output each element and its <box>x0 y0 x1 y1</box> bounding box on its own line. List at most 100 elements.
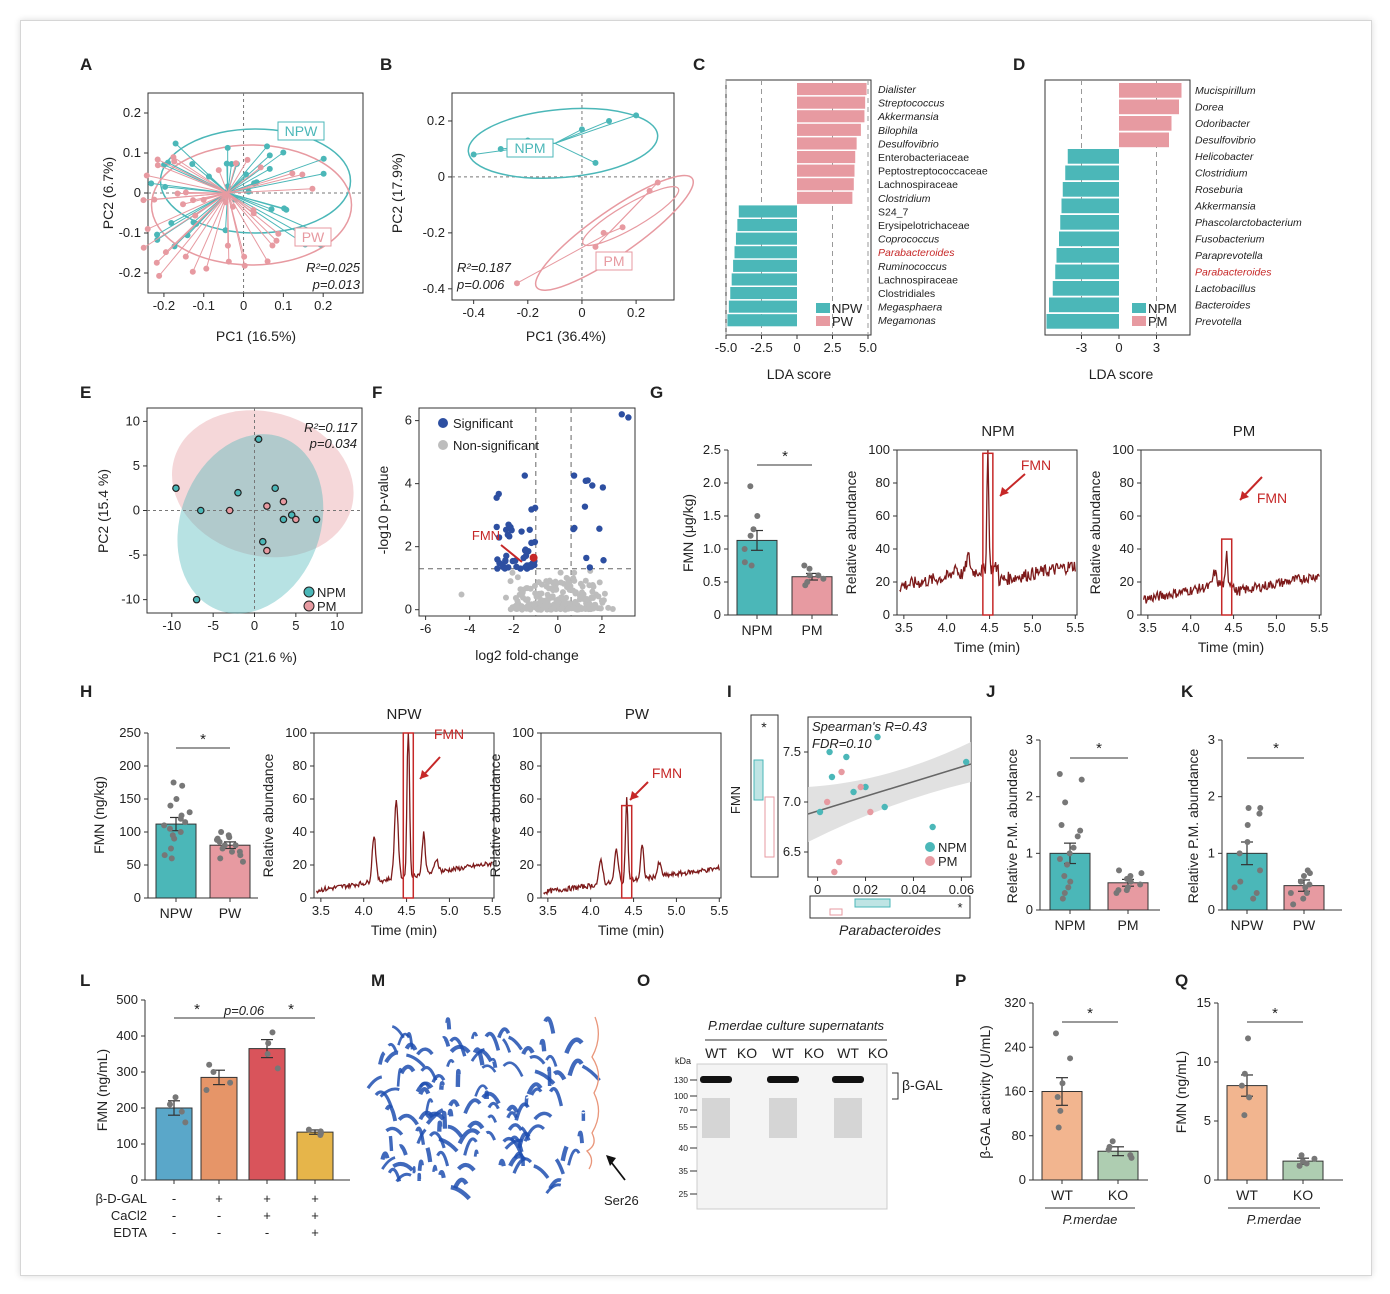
data-point <box>1245 805 1252 811</box>
lda-bar <box>731 273 797 286</box>
taxon-label: Paraprevotella <box>1195 250 1263 262</box>
protein-strand <box>526 1082 543 1095</box>
treatment-label: EDTA <box>113 1225 147 1240</box>
legend-dot <box>303 586 315 598</box>
legend-label: PW <box>832 314 854 329</box>
y-axis-label: PC2 (17.9%) <box>389 153 405 233</box>
data-point <box>1052 1030 1059 1037</box>
data-point <box>305 1126 312 1133</box>
data-point <box>221 842 228 849</box>
y-tick-label: 0 <box>405 602 412 617</box>
protein-strand <box>498 1158 506 1167</box>
bar <box>200 1076 238 1181</box>
x-axis-label: PC1 (21.6 %) <box>213 649 297 665</box>
y-tick-label: 0 <box>1204 1172 1211 1187</box>
protein-strand <box>448 1099 460 1108</box>
chromatogram-title: PM <box>1233 423 1256 440</box>
point-ns <box>557 569 564 576</box>
point-sig <box>495 534 503 541</box>
point-npm <box>592 159 599 166</box>
data-point <box>1246 1094 1253 1101</box>
point-npw <box>264 143 271 150</box>
lda-bar <box>797 137 857 150</box>
protein-strand <box>441 1110 448 1129</box>
treatment-sign: + <box>311 1191 319 1206</box>
point-pm <box>835 858 843 866</box>
lda-bar <box>1062 182 1119 197</box>
point-sig <box>501 565 509 572</box>
point-npm <box>192 595 201 604</box>
x-tick-label: 0 <box>251 618 258 633</box>
bar <box>296 1131 334 1181</box>
data-point <box>1078 776 1085 783</box>
y-tick-label: 100 <box>116 1136 138 1151</box>
y-tick-label: 5 <box>133 458 140 473</box>
data-point <box>179 782 186 789</box>
data-point <box>1109 1138 1116 1145</box>
panel-letter-M: M <box>371 971 385 990</box>
treatment-sign: + <box>215 1191 223 1206</box>
data-point <box>1061 890 1068 896</box>
protein-strand <box>446 1058 455 1068</box>
data-point <box>1116 867 1123 874</box>
point-npm <box>828 773 836 781</box>
y-tick-label: 0.2 <box>123 105 141 120</box>
point-ns <box>536 590 543 597</box>
bar <box>791 576 833 616</box>
spoke <box>227 192 277 242</box>
y-tick-label: 80 <box>1120 475 1134 490</box>
panel-letter-J: J <box>986 682 995 701</box>
taxon-label: Akkermansia <box>1194 201 1256 213</box>
point-pw <box>269 242 276 249</box>
x-tick-label: -10 <box>162 618 181 633</box>
taxon-label: Streptococcus <box>878 98 945 110</box>
point-pw <box>189 268 196 275</box>
fmn-arrow <box>500 544 523 563</box>
protein-strand <box>406 1053 426 1068</box>
point-npm <box>874 733 881 741</box>
data-point <box>1244 822 1251 828</box>
y-tick-label: 3 <box>1026 732 1033 747</box>
protein-strand <box>514 1102 530 1121</box>
panel-letter-C: C <box>693 55 705 74</box>
stat-r2: R²=0.025 <box>306 260 361 275</box>
x-tick-label: -2 <box>508 621 520 636</box>
fmn-peak-box <box>620 804 633 899</box>
y-axis-label: Relative abundance <box>487 753 503 877</box>
protein-strand <box>447 1124 464 1138</box>
spoke <box>227 173 324 194</box>
x-category-label: NPM <box>741 622 772 638</box>
point-ns <box>527 585 534 592</box>
spoke <box>227 172 293 194</box>
point-pw <box>140 197 147 204</box>
spoke <box>157 159 228 194</box>
data-point <box>750 526 757 533</box>
residue-label: Ser26 <box>604 1193 639 1208</box>
point-ns <box>558 605 565 612</box>
y-tick-label: 1.0 <box>703 541 721 556</box>
y-tick-label: 10 <box>1197 1054 1211 1069</box>
protein-strand <box>490 1057 498 1069</box>
smear <box>702 1098 730 1138</box>
data-point <box>265 1040 272 1047</box>
spoke <box>173 161 228 194</box>
spoke <box>146 175 228 194</box>
data-point <box>1256 810 1263 817</box>
lda-bar <box>1119 116 1172 131</box>
point-sig <box>513 563 520 570</box>
x-tick-label: 0.02 <box>853 882 878 897</box>
spoke <box>227 192 273 246</box>
x-axis-label: log2 fold-change <box>475 647 579 663</box>
protein-strand <box>487 1101 500 1110</box>
y-axis-label: PC2 (15.4 %) <box>95 469 111 553</box>
data-point <box>1306 870 1313 877</box>
arrowhead <box>606 1155 616 1166</box>
protein-strand <box>502 1061 524 1078</box>
point-sig <box>528 539 535 547</box>
point-ns <box>524 596 531 603</box>
point-sig <box>618 411 625 418</box>
x-axis-label: PC1 (16.5%) <box>216 328 296 344</box>
spoke <box>191 163 228 194</box>
x-tick-label: 4.0 <box>582 903 600 918</box>
point-ns <box>548 606 555 613</box>
